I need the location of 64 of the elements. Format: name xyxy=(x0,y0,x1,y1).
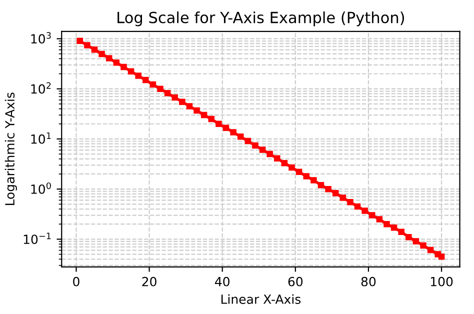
point xyxy=(230,129,236,136)
point xyxy=(427,246,434,254)
point xyxy=(354,203,361,210)
point xyxy=(120,64,127,70)
point xyxy=(150,81,156,88)
point xyxy=(216,120,222,127)
x-tick-label: 0 xyxy=(73,276,80,286)
point xyxy=(172,94,178,101)
point xyxy=(310,177,317,184)
point xyxy=(420,242,426,249)
point xyxy=(91,46,98,53)
point xyxy=(318,182,324,188)
y-tick-label: 10$^{−1}$ xyxy=(24,232,51,244)
x-tick-label: 20 xyxy=(142,276,156,286)
point xyxy=(303,173,310,180)
point xyxy=(252,142,258,149)
point xyxy=(347,198,354,206)
x-axis-title: Linear X-Axis xyxy=(221,294,301,304)
y-axis-title: Logarithmic Y-Axis xyxy=(4,92,17,206)
y-tick-label: 10$^{3}$ xyxy=(31,32,51,44)
point xyxy=(274,155,280,162)
point xyxy=(222,124,230,132)
point xyxy=(412,238,420,244)
x-tick-label: 100 xyxy=(430,276,453,286)
x-tick-label: 80 xyxy=(361,276,376,286)
point xyxy=(376,216,383,222)
point xyxy=(98,50,105,58)
point xyxy=(332,190,339,196)
y-tick-label: 10$^{0}$ xyxy=(31,182,51,194)
point xyxy=(266,150,273,158)
point xyxy=(237,134,244,140)
point xyxy=(296,168,302,176)
point xyxy=(384,220,390,228)
point xyxy=(194,107,200,114)
point xyxy=(113,60,120,66)
point xyxy=(179,98,186,105)
point xyxy=(368,212,376,218)
point xyxy=(157,86,164,92)
point xyxy=(135,72,142,79)
point xyxy=(186,103,193,110)
point xyxy=(106,55,112,62)
y-tick-label: 10$^{1}$ xyxy=(31,132,51,144)
y-tick-label: 10$^{2}$ xyxy=(31,82,51,94)
point xyxy=(362,208,368,214)
x-tick-label: 40 xyxy=(215,276,230,286)
point xyxy=(406,234,412,240)
point xyxy=(288,164,295,171)
point xyxy=(390,224,398,231)
point xyxy=(244,138,252,144)
point xyxy=(208,116,215,122)
point xyxy=(200,112,208,118)
chart-title: Log Scale for Y-Axis Example (Python) xyxy=(118,11,404,26)
point xyxy=(281,160,288,166)
point xyxy=(438,253,445,260)
point xyxy=(84,42,90,48)
x-tick-label: 60 xyxy=(288,276,303,286)
point xyxy=(76,38,84,44)
point xyxy=(259,146,266,153)
point xyxy=(398,228,404,235)
point xyxy=(142,76,149,84)
point xyxy=(164,90,171,96)
point xyxy=(340,194,346,201)
point xyxy=(325,186,332,192)
point xyxy=(128,68,134,75)
